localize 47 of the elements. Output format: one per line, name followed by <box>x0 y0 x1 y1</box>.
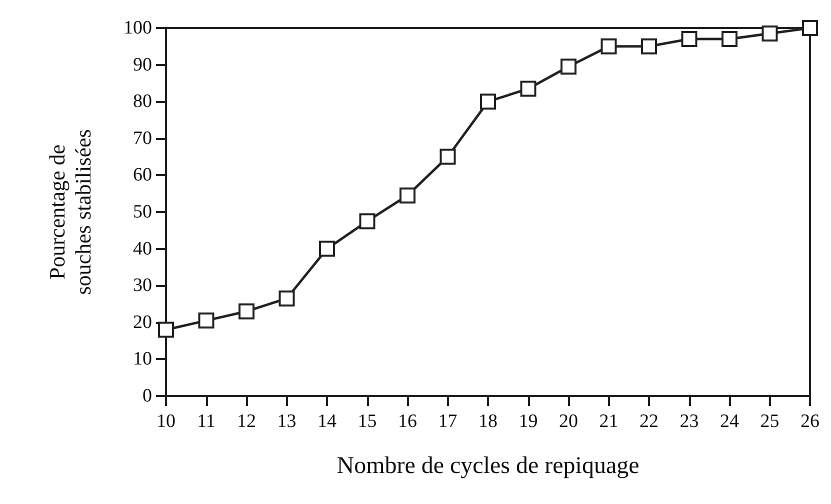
point <box>520 80 536 97</box>
point <box>762 26 778 42</box>
x-tick-label: 17 <box>438 411 458 432</box>
point <box>480 94 496 110</box>
y-tick-label: 40 <box>133 238 152 260</box>
x-tick-label: 11 <box>197 411 216 432</box>
x-tick-label: 14 <box>318 411 337 432</box>
y-tick-label: 50 <box>133 202 152 222</box>
point <box>319 240 335 257</box>
x-tick-label: 26 <box>800 411 820 432</box>
y-tick-label: 90 <box>133 54 152 76</box>
point <box>440 148 456 165</box>
x-tick-label: 21 <box>599 411 618 432</box>
x-tick-label: 10 <box>156 411 176 432</box>
y-tick-label: 10 <box>133 348 152 370</box>
x-tick-label: 23 <box>680 411 699 432</box>
y-tick-label: 60 <box>133 164 152 186</box>
point <box>359 213 376 230</box>
x-tick-label: 22 <box>640 411 658 432</box>
point <box>802 20 818 36</box>
point <box>681 31 698 48</box>
x-tick-label: 12 <box>237 411 256 432</box>
point <box>560 58 576 75</box>
point <box>641 38 657 54</box>
y-tick-label: 20 <box>133 312 152 333</box>
point <box>158 322 174 338</box>
x-tick-label: 16 <box>398 411 417 432</box>
y-tick-label: 30 <box>133 275 152 296</box>
x-tick-label: 19 <box>518 411 538 432</box>
y-tick-label: 0 <box>142 386 152 406</box>
x-axis-title: Nombre de cycles de repiquage <box>336 453 640 479</box>
point <box>400 187 416 204</box>
point <box>238 303 254 320</box>
point <box>722 31 738 48</box>
x-tick-label: 13 <box>277 411 296 432</box>
y-tick-label: 100 <box>124 18 152 38</box>
point <box>278 290 295 306</box>
x-tick-label: 20 <box>559 411 578 432</box>
y-tick-label: 70 <box>133 128 152 149</box>
x-tick-label: 18 <box>478 411 498 432</box>
y-axis-title: Pourcentage de souches stabilisées <box>44 129 96 295</box>
point <box>600 38 617 54</box>
x-tick-label: 24 <box>720 411 740 432</box>
y-tick-label: 80 <box>133 91 152 112</box>
x-tick-label: 25 <box>760 411 780 432</box>
point <box>198 312 214 329</box>
x-tick-label: 15 <box>358 411 377 432</box>
